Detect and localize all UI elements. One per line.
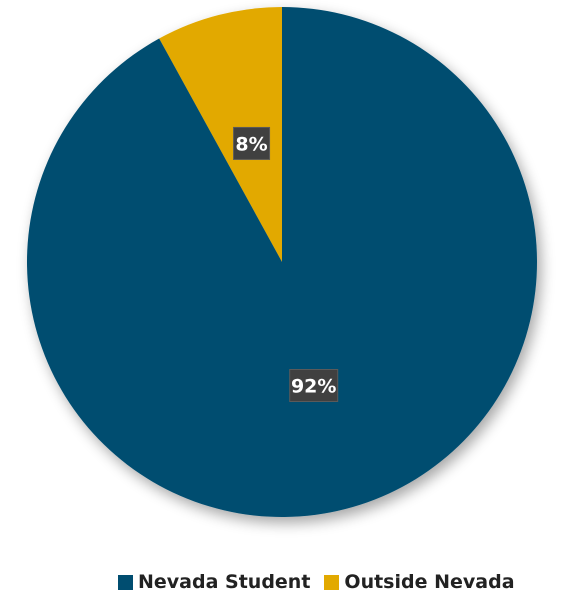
data-label-bg-nevada-student <box>289 368 339 402</box>
data-label-text-outside-nevada: 8% <box>235 133 267 155</box>
legend-swatch-outside-nevada <box>324 574 340 590</box>
legend: Nevada Student Outside Nevada <box>118 570 515 594</box>
data-label-text-nevada-student: 92% <box>291 375 336 397</box>
pie-slice-nevada-student[interactable] <box>27 7 538 517</box>
pie-slice-outside-nevada[interactable] <box>159 7 282 262</box>
data-label-bg-outside-nevada <box>233 126 271 160</box>
legend-label-outside-nevada: Outside Nevada <box>344 571 515 593</box>
pie-chart: 8% 92% <box>27 7 538 517</box>
data-label-outside-nevada: 8% <box>233 126 271 160</box>
legend-item-nevada-student[interactable]: Nevada Student <box>118 571 310 593</box>
legend-item-outside-nevada[interactable]: Outside Nevada <box>324 571 515 593</box>
legend-swatch-nevada-student <box>118 574 133 590</box>
legend-label-nevada-student: Nevada Student <box>138 571 311 593</box>
data-label-nevada-student: 92% <box>289 368 339 402</box>
